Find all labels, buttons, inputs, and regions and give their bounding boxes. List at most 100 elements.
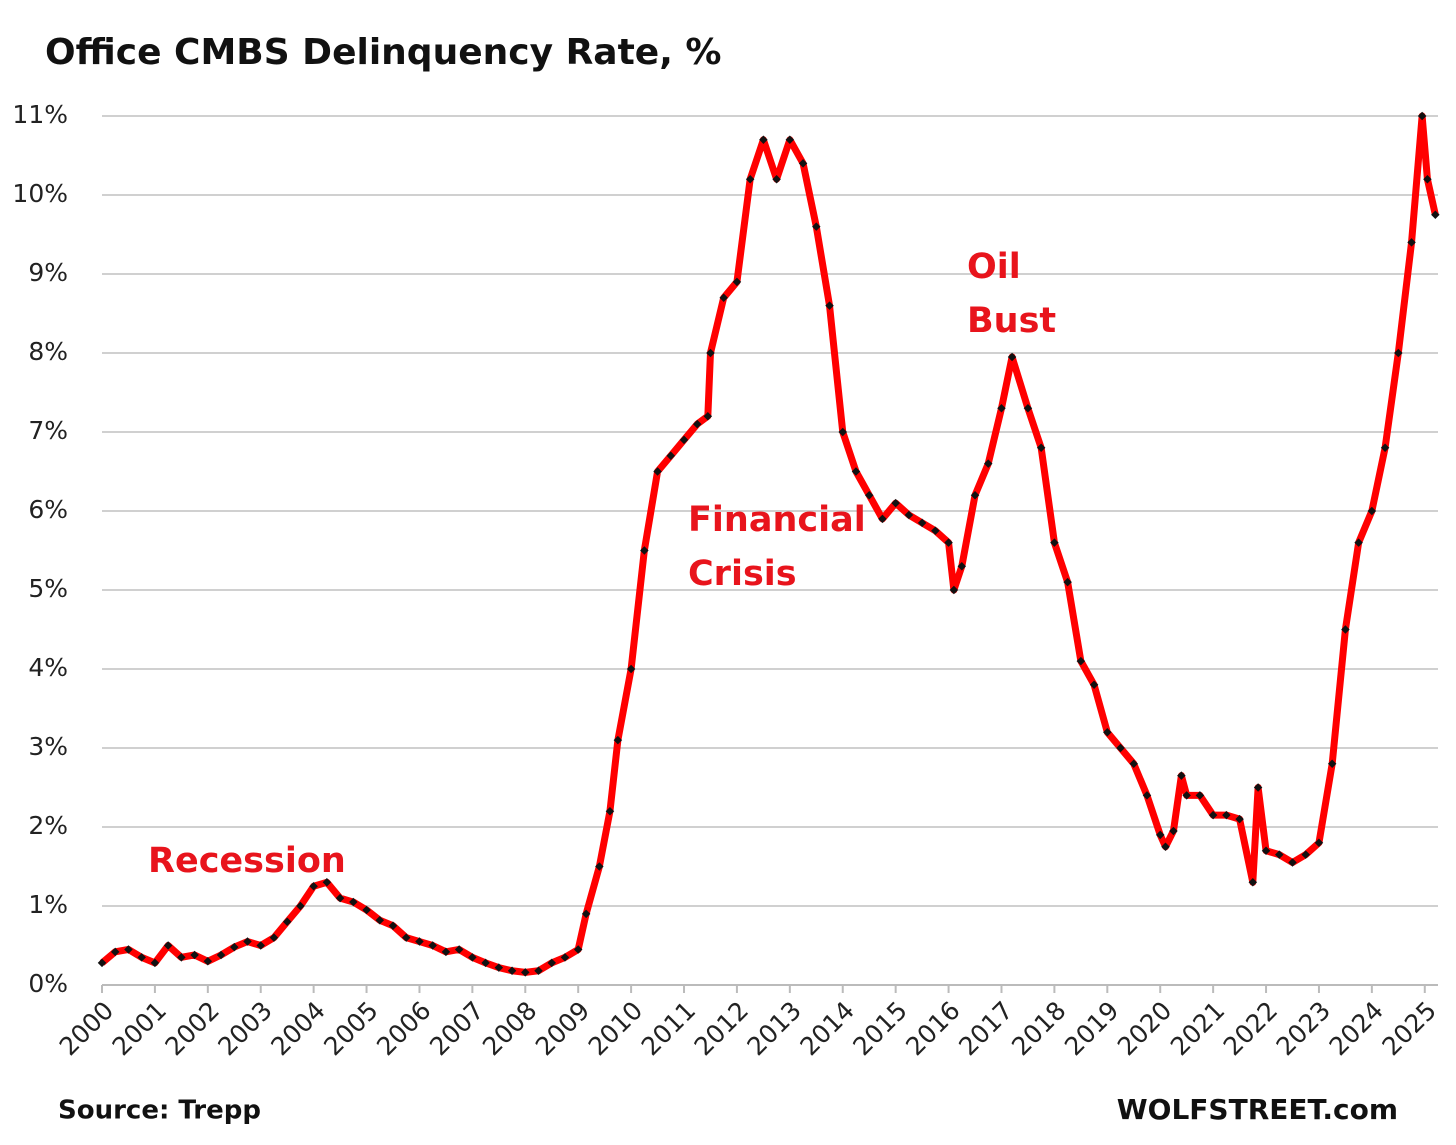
x-tick-label: 2012 <box>689 996 754 1061</box>
y-tick-label: 6% <box>28 495 68 524</box>
x-tick-label: 2010 <box>583 996 648 1061</box>
data-point <box>1341 625 1350 634</box>
x-tick-label: 2006 <box>371 996 436 1061</box>
annotation: Recession <box>148 841 346 881</box>
x-tick-label: 2002 <box>160 996 225 1061</box>
x-tick-label: 2017 <box>953 996 1018 1061</box>
data-point <box>256 941 265 950</box>
data-point <box>521 968 530 977</box>
data-point <box>428 941 437 950</box>
data-point <box>454 945 464 954</box>
x-tick-label: 2024 <box>1324 996 1389 1061</box>
data-point <box>679 435 689 445</box>
data-point <box>1063 577 1072 587</box>
data-point <box>1023 404 1033 413</box>
data-point <box>1253 783 1263 792</box>
x-tick-label: 2001 <box>107 996 172 1061</box>
data-point <box>1275 850 1284 859</box>
data-point <box>984 459 993 468</box>
x-tick-label: 2004 <box>265 996 330 1061</box>
data-point <box>349 897 358 907</box>
annotation: Financial <box>688 500 866 540</box>
y-tick-label: 2% <box>28 811 68 840</box>
data-point <box>296 901 305 911</box>
data-point <box>547 958 556 968</box>
data-point <box>560 953 570 962</box>
x-tick-label: 2025 <box>1376 996 1441 1061</box>
x-tick-label: 2011 <box>636 996 701 1061</box>
x-tick-label: 2000 <box>54 996 119 1061</box>
data-point <box>693 419 702 429</box>
data-point <box>605 806 615 816</box>
x-tick-label: 2021 <box>1165 996 1230 1061</box>
x-tick-label: 2003 <box>212 996 277 1061</box>
data-point <box>595 862 604 871</box>
data-point <box>1380 443 1390 453</box>
data-point <box>703 411 713 421</box>
y-tick-label: 7% <box>28 416 68 445</box>
data-point <box>732 277 742 287</box>
data-point <box>613 735 623 745</box>
data-point <box>997 404 1006 413</box>
data-point <box>507 966 517 976</box>
data-point <box>1222 810 1231 820</box>
data-point <box>970 490 980 500</box>
data-point <box>949 585 959 595</box>
data-point <box>1248 878 1258 887</box>
data-point <box>1235 814 1244 824</box>
data-point <box>1288 858 1297 867</box>
data-point <box>335 893 345 903</box>
data-point <box>1036 443 1046 453</box>
data-point <box>825 301 834 310</box>
data-point <box>1050 538 1059 547</box>
data-point <box>468 953 477 962</box>
data-point <box>864 490 874 500</box>
data-point <box>626 664 636 674</box>
data-point <box>1155 830 1165 840</box>
source: Source: Trepp <box>58 1096 261 1126</box>
chart-title: Office CMBS Delinquency Rate, % <box>45 32 722 73</box>
y-tick-label: 4% <box>28 653 68 682</box>
data-point <box>1169 826 1178 836</box>
data-point <box>415 937 424 946</box>
watermark: WOLFSTREET.com <box>1117 1093 1398 1126</box>
annotation: Bust <box>967 301 1056 341</box>
data-point <box>838 427 847 437</box>
data-point <box>653 467 662 476</box>
data-point <box>401 933 411 942</box>
x-tick-label: 2005 <box>318 996 383 1061</box>
y-tick-label: 1% <box>28 890 68 919</box>
data-point <box>878 514 887 524</box>
data-point <box>1076 656 1086 666</box>
data-point <box>362 905 371 915</box>
y-tick-label: 8% <box>28 337 68 366</box>
annotation: Oil <box>967 247 1021 287</box>
data-point <box>481 958 490 968</box>
data-point <box>1301 850 1310 859</box>
data-point <box>851 467 861 476</box>
data-point <box>944 538 953 547</box>
data-point <box>494 963 504 972</box>
data-point <box>1103 727 1112 737</box>
x-tick-label: 2009 <box>530 996 595 1061</box>
data-point <box>1314 838 1324 848</box>
data-point <box>534 966 543 976</box>
y-tick-label: 3% <box>28 732 68 761</box>
data-point <box>891 498 900 508</box>
data-point <box>1129 759 1139 769</box>
x-tick-label: 2023 <box>1271 996 1336 1061</box>
data-point <box>719 293 728 302</box>
data-point <box>1354 538 1363 547</box>
x-tick-label: 2019 <box>1059 996 1124 1061</box>
data-point <box>1261 846 1271 855</box>
data-point <box>388 921 398 930</box>
data-point <box>269 933 279 942</box>
x-tick-label: 2007 <box>424 996 489 1061</box>
y-tick-label: 5% <box>28 574 68 603</box>
data-point <box>1177 771 1186 780</box>
data-point <box>931 526 940 535</box>
data-point <box>1195 791 1205 800</box>
y-tick-label: 10% <box>12 179 68 208</box>
annotation: Crisis <box>688 554 797 594</box>
